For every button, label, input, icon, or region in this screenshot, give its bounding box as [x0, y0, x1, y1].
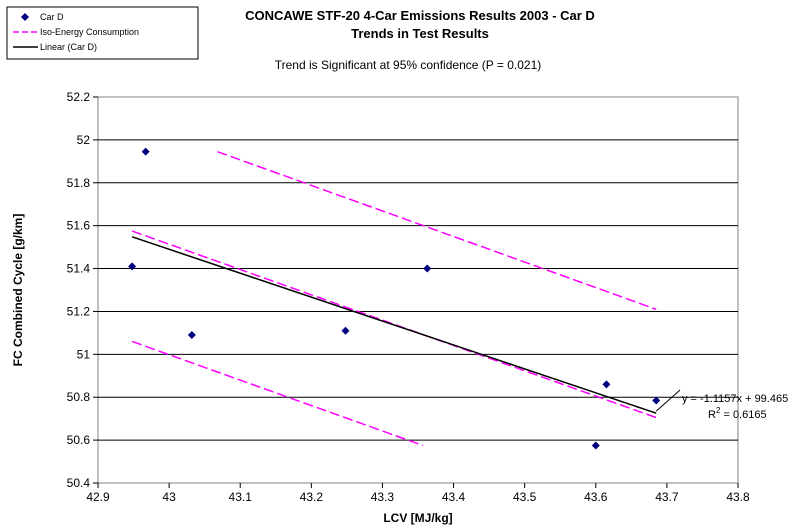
trend-r-squared: R2 = 0.6165 [708, 406, 767, 421]
x-tick-label: 42.9 [86, 490, 110, 504]
x-tick-label: 43.4 [442, 490, 466, 504]
legend-marker-diamond [21, 13, 29, 21]
equation-leader [655, 389, 681, 412]
data-point [652, 396, 661, 405]
x-tick-label: 43.8 [726, 490, 750, 504]
data-point [602, 380, 611, 389]
data-point [141, 147, 150, 156]
iso-energy-line [131, 340, 424, 447]
x-tick-label: 43.5 [513, 490, 537, 504]
x-tick-label: 43.7 [655, 490, 679, 504]
legend-box [6, 6, 199, 60]
trend-equation: y = -1.1157x + 99.465 [682, 393, 788, 405]
gridlines [98, 139, 738, 441]
y-axis-ticks: 50.4 50.6 50.8 51 51.2 51.4 51.6 51.8 52 52.2 [67, 90, 98, 490]
y-tick-label: 52.2 [67, 90, 91, 104]
x-tick-label: 43.2 [300, 490, 324, 504]
x-axis-title: LCV [MJ/kg] [383, 511, 452, 525]
y-tick-label: 50.6 [67, 433, 91, 447]
legend-label-iso-energy: Iso-Energy Consumption [40, 27, 139, 37]
legend: Car D Iso-Energy Consumption Linear (Car… [6, 6, 199, 60]
x-tick-label: 43.6 [584, 490, 608, 504]
y-tick-label: 51.4 [67, 262, 91, 276]
car-d-points [128, 147, 661, 450]
y-tick-label: 50.4 [67, 476, 91, 490]
data-point [341, 326, 350, 335]
x-axis-ticks: 42.9 43 43.1 43.2 43.3 43.4 43.5 43.6 43.7 43.8 [86, 483, 750, 504]
data-point [128, 262, 137, 271]
legend-label-car-d: Car D [40, 12, 64, 22]
y-tick-label: 51.8 [67, 176, 91, 190]
y-axis-title: FC Combined Cycle [g/km] [11, 214, 25, 367]
x-tick-label: 43.3 [371, 490, 395, 504]
data-point [591, 441, 600, 450]
x-tick-label: 43 [162, 490, 176, 504]
iso-energy-line [217, 150, 657, 311]
data-point [187, 331, 196, 340]
trend-line [131, 236, 657, 414]
y-tick-label: 51 [77, 347, 91, 361]
significance-note: Trend is Significant at 95% confidence (… [275, 58, 542, 72]
data-point [423, 264, 432, 273]
plot-area [97, 96, 739, 484]
y-tick-label: 51.2 [67, 304, 91, 318]
y-tick-label: 52 [77, 133, 91, 147]
chart-title: CONCAWE STF-20 4-Car Emissions Results 2… [245, 8, 595, 23]
iso-energy-lines [131, 150, 657, 447]
y-tick-label: 51.6 [67, 219, 91, 233]
iso-energy-line [131, 230, 657, 419]
legend-label-linear: Linear (Car D) [40, 42, 97, 52]
chart-subtitle: Trends in Test Results [351, 26, 489, 41]
x-tick-label: 43.1 [229, 490, 253, 504]
y-tick-label: 50.8 [67, 390, 91, 404]
